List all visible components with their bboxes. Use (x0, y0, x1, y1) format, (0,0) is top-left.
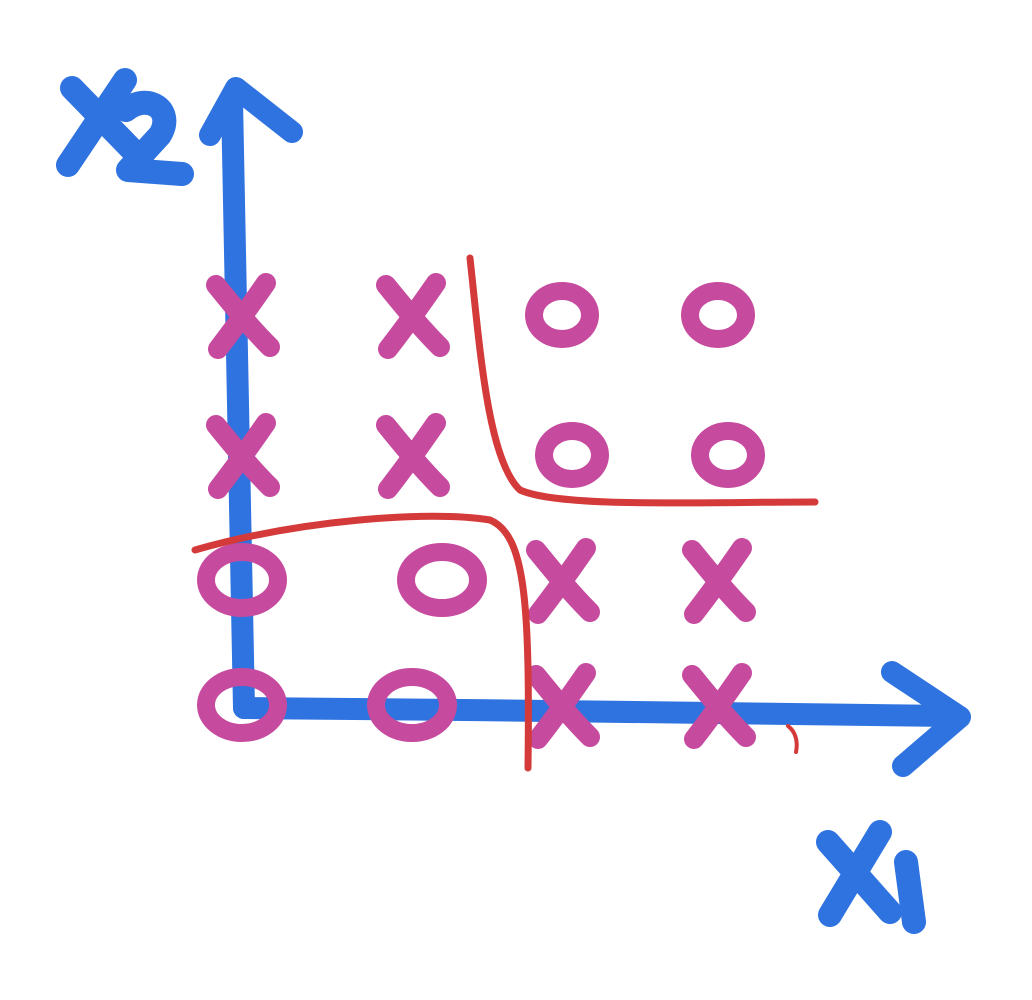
boundary-tick (786, 724, 799, 754)
y-axis-label (56, 68, 194, 186)
x-marker (376, 273, 450, 359)
x-marker (206, 273, 280, 359)
o-marker (397, 543, 487, 617)
o-marker (197, 543, 287, 617)
o-marker (197, 668, 287, 742)
y-axis-arrowhead (199, 77, 303, 146)
o-marker (681, 282, 755, 348)
x-axis-label (816, 820, 926, 934)
x-marker (682, 538, 756, 624)
x-marker (526, 538, 600, 624)
decision-boundaries (191, 254, 819, 772)
boundary-lower-left (191, 512, 532, 772)
o-marker (691, 422, 765, 488)
x-marker (206, 413, 280, 499)
x-marker (376, 413, 450, 499)
x-axis-arrowhead (881, 661, 971, 777)
x-axis-line (233, 697, 963, 727)
boundary-upper-right (466, 254, 819, 507)
o-marker (525, 282, 599, 348)
o-marker (367, 668, 457, 742)
x-marker (682, 663, 756, 749)
axis-labels (56, 68, 926, 934)
x-marker (526, 663, 600, 749)
o-marker (535, 422, 609, 488)
markers (197, 273, 765, 749)
